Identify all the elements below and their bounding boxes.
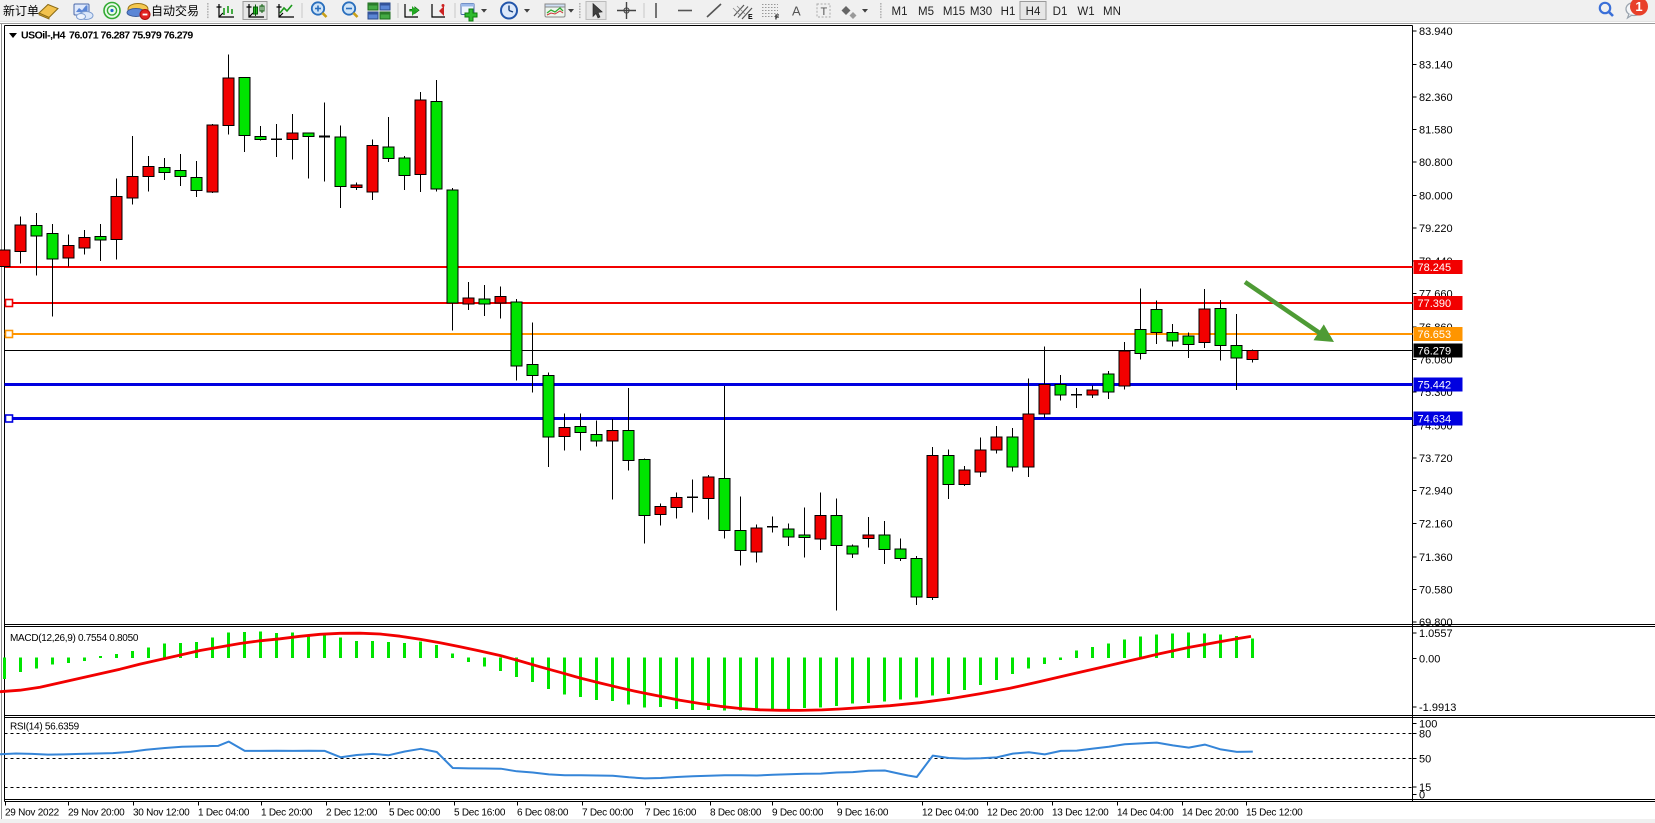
svg-text:W1: W1 [1077,6,1094,18]
svg-text:6 Dec 08:00: 6 Dec 08:00 [517,808,569,819]
svg-text:50: 50 [1419,753,1431,765]
svg-text:H4: H4 [1026,6,1041,18]
svg-text:14 Dec 04:00: 14 Dec 04:00 [1117,808,1174,819]
svg-text:M5: M5 [918,6,934,18]
svg-text:1 Dec 20:00: 1 Dec 20:00 [261,808,313,819]
svg-text:E: E [748,14,753,21]
svg-text:81.580: 81.580 [1419,125,1453,137]
svg-text:T: T [821,6,828,18]
svg-text:78.245: 78.245 [1418,262,1452,274]
svg-text:F: F [775,15,780,22]
svg-text:14 Dec 20:00: 14 Dec 20:00 [1182,808,1239,819]
svg-text:82.360: 82.360 [1419,92,1453,104]
svg-text:5 Dec 00:00: 5 Dec 00:00 [389,808,441,819]
svg-text:M30: M30 [970,6,992,18]
svg-text:1: 1 [1635,0,1642,14]
svg-text:72.940: 72.940 [1419,486,1453,498]
svg-text:15: 15 [1419,782,1431,794]
svg-text:9 Dec 16:00: 9 Dec 16:00 [837,808,889,819]
svg-text:7 Dec 00:00: 7 Dec 00:00 [582,808,634,819]
svg-text:0: 0 [1419,790,1425,802]
svg-text:71.360: 71.360 [1419,552,1453,564]
svg-text:H1: H1 [1001,6,1016,18]
svg-text:9 Dec 00:00: 9 Dec 00:00 [772,808,824,819]
svg-text:MN: MN [1103,6,1121,18]
svg-text:69.800: 69.800 [1419,617,1453,629]
svg-text:30 Nov 12:00: 30 Nov 12:00 [133,808,190,819]
svg-text:RSI(14) 56.6359: RSI(14) 56.6359 [10,722,80,733]
svg-text:8 Dec 08:00: 8 Dec 08:00 [710,808,762,819]
svg-text:15 Dec 12:00: 15 Dec 12:00 [1246,808,1303,819]
svg-text:5 Dec 16:00: 5 Dec 16:00 [454,808,506,819]
svg-text:2 Dec 12:00: 2 Dec 12:00 [326,808,378,819]
svg-text:79.220: 79.220 [1419,223,1453,235]
svg-text:12 Dec 20:00: 12 Dec 20:00 [987,808,1044,819]
svg-text:100: 100 [1419,719,1437,731]
svg-text:M1: M1 [892,6,908,18]
svg-text:80: 80 [1419,729,1431,741]
svg-text:76.653: 76.653 [1418,329,1452,341]
svg-text:A: A [792,4,801,19]
svg-text:74.634: 74.634 [1418,414,1452,426]
svg-text:70.580: 70.580 [1419,584,1453,596]
svg-text:自动交易: 自动交易 [151,3,199,18]
svg-text:MACD(12,26,9) 0.7554 0.8050: MACD(12,26,9) 0.7554 0.8050 [10,633,139,644]
svg-text:13 Dec 12:00: 13 Dec 12:00 [1052,808,1109,819]
svg-text:7 Dec 16:00: 7 Dec 16:00 [645,808,697,819]
svg-text:新订单: 新订单 [3,3,39,18]
svg-text:M15: M15 [943,6,965,18]
svg-text:80.000: 80.000 [1419,191,1453,203]
svg-text:D1: D1 [1053,6,1068,18]
svg-text:-1.9913: -1.9913 [1419,702,1456,714]
svg-text:USOil-,H4: USOil-,H4 [21,30,66,42]
svg-text:77.390: 77.390 [1418,298,1452,310]
svg-text:29 Nov 20:00: 29 Nov 20:00 [68,808,125,819]
svg-text:76.279: 76.279 [1418,346,1452,358]
svg-text:72.160: 72.160 [1419,518,1453,530]
svg-text:75.442: 75.442 [1418,380,1452,392]
svg-text:83.140: 83.140 [1419,59,1453,71]
svg-text:83.940: 83.940 [1419,26,1453,38]
svg-text:80.800: 80.800 [1419,157,1453,169]
svg-text:73.720: 73.720 [1419,453,1453,465]
svg-text:1 Dec 04:00: 1 Dec 04:00 [198,808,250,819]
svg-text:29 Nov 2022: 29 Nov 2022 [5,808,60,819]
svg-text:12 Dec 04:00: 12 Dec 04:00 [922,808,979,819]
svg-text:1.0557: 1.0557 [1419,628,1453,640]
svg-text:76.071 76.287 75.979 76.279: 76.071 76.287 75.979 76.279 [69,30,193,42]
svg-text:0.00: 0.00 [1419,654,1440,666]
